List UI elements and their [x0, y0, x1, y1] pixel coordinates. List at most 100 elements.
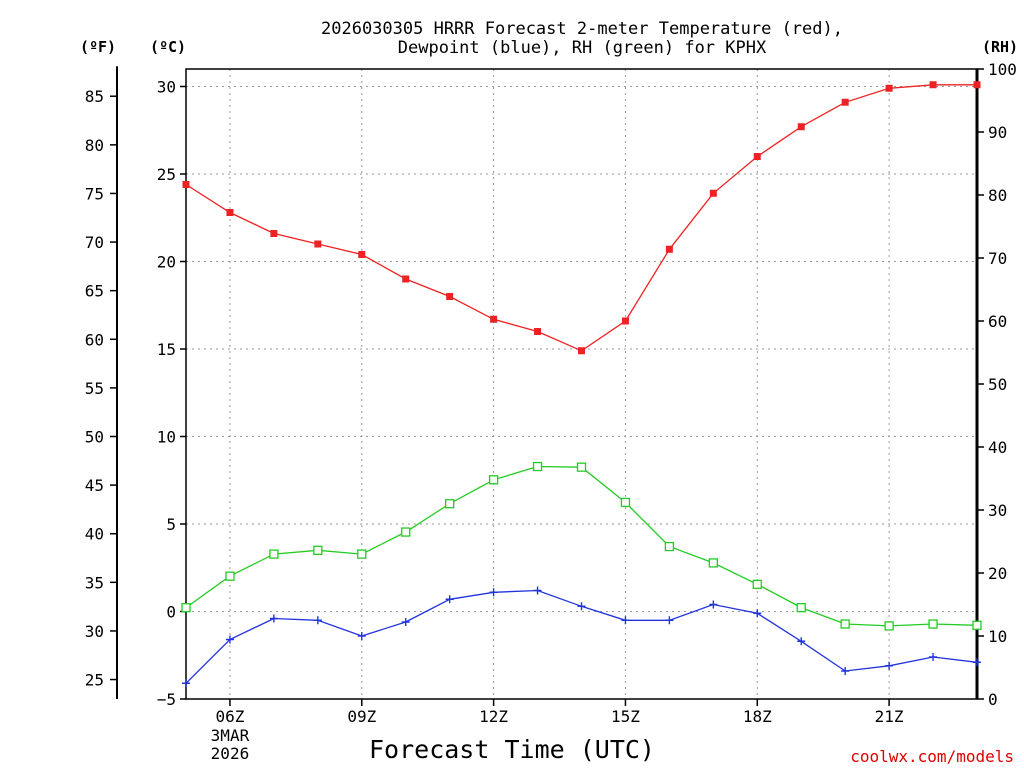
rh-tick-label: 30	[988, 501, 1007, 520]
celsius-tick-label: 5	[166, 515, 176, 534]
rh-point	[488, 475, 499, 485]
temperature-point	[446, 293, 454, 300]
dewpoint-point	[665, 616, 674, 625]
temperature-point	[885, 84, 893, 92]
temperature-point	[314, 240, 322, 248]
data-series	[181, 81, 982, 688]
temperature-point	[797, 123, 805, 131]
rh-point	[445, 499, 455, 509]
rh-line	[185, 465, 978, 627]
temperature-point	[621, 317, 629, 325]
dewpoint-point	[533, 586, 542, 595]
rh-point	[532, 461, 543, 472]
rh-unit-label: (RH)	[982, 38, 1018, 56]
x-tick-label: 15Z	[611, 707, 640, 726]
dewpoint-point	[973, 658, 981, 667]
rh-point	[796, 603, 806, 613]
dewpoint-point	[313, 616, 322, 625]
fahrenheit-tick-label: 40	[85, 525, 104, 544]
rh-point	[576, 462, 587, 472]
rh-tick-label: 10	[988, 627, 1007, 646]
rh-tick-label: 0	[988, 690, 998, 709]
x-axis-label: Forecast Time (UTC)	[369, 735, 655, 764]
x-tick-label: 09Z	[347, 707, 376, 726]
dewpoint-point	[225, 635, 234, 644]
temperature-point	[182, 181, 190, 188]
x-tick-date-label: 3MAR	[211, 726, 250, 745]
fahrenheit-tick-label: 70	[85, 233, 104, 252]
fahrenheit-tick-label: 85	[85, 87, 104, 106]
rh-point	[840, 619, 850, 629]
rh-tick-label: 20	[988, 564, 1007, 583]
temperature-point	[534, 328, 542, 335]
dewpoint-point	[489, 588, 498, 597]
rh-point	[884, 621, 894, 631]
fahrenheit-tick-label: 60	[85, 330, 104, 349]
fahrenheit-tick-label: 65	[85, 282, 104, 301]
dewpoint-point	[797, 637, 806, 646]
x-tick-date-label: 2026	[211, 744, 250, 763]
temperature-point	[226, 209, 234, 216]
rh-tick-label: 50	[988, 375, 1007, 394]
celsius-tick-label: 15	[157, 340, 176, 359]
celsius-tick-label: 10	[157, 428, 176, 447]
rh-tick-label: 70	[988, 249, 1007, 268]
temperature-point	[753, 153, 761, 160]
rh-tick-label: 100	[988, 60, 1017, 79]
dewpoint-point	[753, 609, 762, 618]
dewpoint-point	[182, 679, 190, 688]
fahrenheit-tick-label: 25	[85, 671, 104, 690]
dewpoint-point	[357, 632, 366, 640]
temperature-point	[402, 275, 410, 283]
temperature-line	[185, 84, 977, 352]
celsius-tick-label: 25	[157, 165, 176, 184]
rh-tick-label: 60	[988, 312, 1007, 331]
rh-point	[401, 527, 411, 537]
rh-point	[752, 579, 762, 589]
fahrenheit-tick-label: 80	[85, 136, 104, 155]
fahrenheit-tick-label: 35	[85, 573, 104, 592]
fahrenheit-unit-label: (ºF)	[80, 38, 116, 56]
rh-tick-label: 80	[988, 186, 1007, 205]
dewpoint-point	[401, 618, 410, 626]
rh-point	[708, 558, 718, 568]
x-tick-label: 06Z	[215, 707, 244, 726]
rh-point	[313, 545, 323, 555]
x-tick-label: 12Z	[479, 707, 508, 726]
x-tick-label: 18Z	[743, 707, 772, 726]
dewpoint-point	[841, 667, 850, 675]
fahrenheit-tick-label: 50	[85, 428, 104, 447]
temperature-point	[841, 98, 849, 106]
temperature-point	[490, 315, 498, 323]
celsius-tick-label: 0	[166, 603, 176, 622]
rh-tick-label: 90	[988, 123, 1007, 142]
title-line-2: Dewpoint (blue), RH (green) for KPHX	[398, 38, 767, 58]
temperature-point	[665, 245, 673, 253]
dewpoint-point	[269, 614, 278, 623]
celsius-unit-label: (ºC)	[150, 38, 186, 56]
dewpoint-point	[445, 595, 454, 604]
celsius-tick-label: 20	[157, 253, 176, 272]
temperature-point	[578, 347, 585, 355]
rh-tick-label: 40	[988, 438, 1007, 457]
fahrenheit-tick-label: 45	[85, 476, 104, 495]
dewpoint-point	[577, 602, 586, 611]
rh-point	[664, 541, 675, 552]
dewpoint-point	[709, 600, 718, 609]
temperature-point	[973, 81, 981, 89]
dewpoint-point	[929, 653, 938, 661]
dewpoint-point	[621, 616, 630, 625]
celsius-tick-label: 30	[157, 78, 176, 97]
dewpoint-point	[885, 661, 894, 670]
celsius-tick-label: −5	[157, 690, 176, 709]
title-line-1: 2026030305 HRRR Forecast 2-meter Tempera…	[321, 19, 843, 39]
rh-point	[972, 620, 982, 630]
temperature-point	[270, 230, 278, 237]
temperature-point	[358, 251, 366, 258]
temperature-point	[709, 189, 717, 197]
rh-point	[269, 549, 279, 559]
axes: 302520151050−585807570656055504540353025…	[85, 60, 1017, 763]
chart-title: 2026030305 HRRR Forecast 2-meter Tempera…	[321, 19, 843, 58]
fahrenheit-tick-label: 55	[85, 379, 104, 398]
